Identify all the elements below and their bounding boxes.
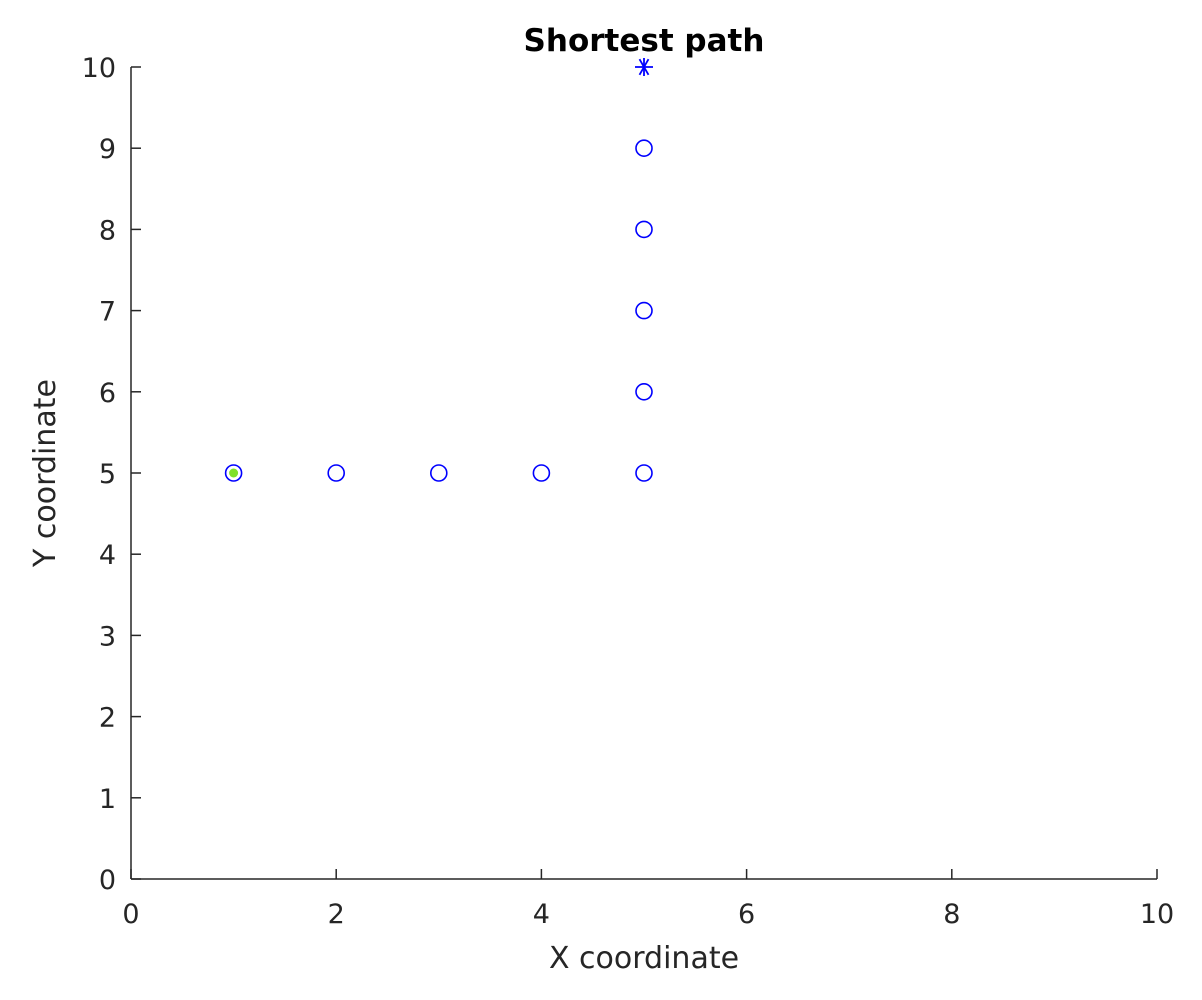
path-point-circle [635, 464, 653, 482]
chart-title: Shortest path [524, 23, 765, 59]
y-tick-label: 10 [82, 53, 116, 84]
path-point-circle [224, 464, 243, 482]
y-tick-label: 7 [99, 297, 116, 328]
goal-point-asterisk [635, 58, 653, 76]
y-tick-label: 1 [99, 784, 116, 815]
y-tick-label: 2 [99, 703, 116, 734]
path-point-circle [635, 139, 653, 157]
path-point-circle [532, 464, 551, 482]
path-point-circle [635, 220, 653, 239]
x-tick-label: 0 [122, 899, 139, 930]
x-axis-title: X coordinate [549, 941, 739, 976]
y-tick-label: 0 [99, 865, 116, 896]
y-tick-label: 9 [99, 134, 116, 165]
y-axis-title: Y coordinate [28, 379, 63, 568]
y-tick-label: 5 [99, 459, 116, 490]
x-tick-label: 4 [533, 899, 550, 930]
axes: 0 2 4 6 8 10 0 1 2 3 4 5 6 7 8 9 10 [82, 53, 1175, 930]
data-marks [224, 58, 653, 482]
path-point-circle [429, 464, 448, 482]
x-tick-label: 6 [738, 899, 755, 930]
path-point-circle [635, 301, 653, 320]
x-tick-label: 10 [1140, 899, 1174, 930]
path-point-circle [327, 464, 346, 482]
x-tick-label: 8 [943, 899, 960, 930]
y-tick-label: 3 [99, 621, 116, 652]
path-point-circle [635, 382, 653, 401]
y-tick-label: 8 [99, 215, 116, 246]
y-tick-label: 4 [99, 540, 116, 571]
x-tick-label: 2 [328, 899, 345, 930]
y-tick-label: 6 [99, 378, 116, 409]
start-point-dot [229, 468, 239, 478]
